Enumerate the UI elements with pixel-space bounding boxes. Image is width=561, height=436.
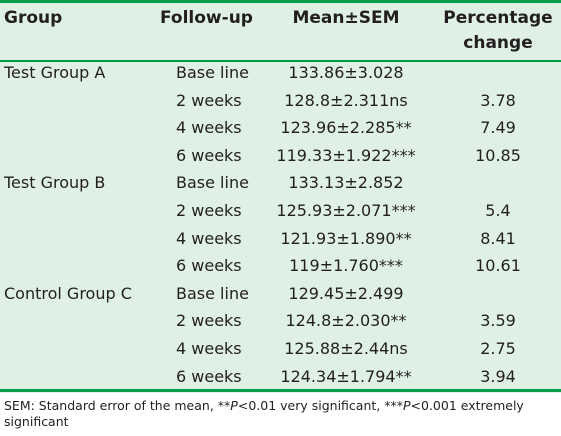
header-group: Group [4,8,63,28]
cell-mean-sem: 129.45±2.499 [288,284,404,303]
cell-follow-up: 4 weeks [176,339,242,358]
cell-mean-sem: 119.33±1.922*** [276,146,416,165]
cell-group: Test Group B [4,173,106,192]
data-table: Group Follow-up Mean±SEM Percentage chan… [0,0,561,393]
footnote-text-1: SEM: Standard error of the mean, ** [4,398,231,413]
cell-mean-sem: 121.93±1.890** [280,229,412,248]
footnote-p-1: P [230,398,238,413]
header-change: change [463,33,533,53]
cell-follow-up: 2 weeks [176,201,242,220]
header-percentage: Percentage [443,8,553,28]
cell-mean-sem: 133.13±2.852 [288,173,404,192]
table-footnote: SEM: Standard error of the mean, **P<0.0… [4,398,557,430]
cell-group: Control Group C [4,284,132,303]
footnote-p-2: P [402,398,411,413]
cell-follow-up: 4 weeks [176,229,242,248]
footnote-text-3: <0.001 extremely significant [4,398,524,429]
cell-percentage-change: 2.75 [480,339,516,358]
cell-follow-up: 4 weeks [176,118,242,137]
cell-follow-up: 6 weeks [176,256,242,275]
cell-mean-sem: 124.34±1.794** [280,367,412,386]
cell-mean-sem: 128.8±2.311ns [284,91,408,110]
cell-mean-sem: 123.96±2.285** [280,118,412,137]
cell-follow-up: Base line [176,173,249,192]
cell-follow-up: Base line [176,284,249,303]
cell-mean-sem: 125.88±2.44ns [284,339,408,358]
cell-percentage-change: 10.61 [475,256,521,275]
cell-mean-sem: 124.8±2.030** [285,311,407,330]
cell-mean-sem: 125.93±2.071*** [276,201,416,220]
cell-mean-sem: 119±1.760*** [289,256,403,275]
cell-percentage-change: 3.78 [480,91,516,110]
cell-follow-up: 6 weeks [176,146,242,165]
cell-mean-sem: 133.86±3.028 [288,63,404,82]
cell-percentage-change: 3.59 [480,311,516,330]
cell-percentage-change: 10.85 [475,146,521,165]
cell-follow-up: Base line [176,63,249,82]
cell-percentage-change: 8.41 [480,229,516,248]
header-follow-up: Follow-up [160,8,253,28]
table-top-rule [0,0,561,3]
cell-follow-up: 6 weeks [176,367,242,386]
cell-percentage-change: 5.4 [485,201,511,220]
cell-follow-up: 2 weeks [176,91,242,110]
cell-group: Test Group A [4,63,106,82]
cell-percentage-change: 3.94 [480,367,516,386]
table-bottom-rule [0,389,561,392]
cell-follow-up: 2 weeks [176,311,242,330]
table-header-rule [0,60,561,62]
footnote-text-2: <0.01 very significant, *** [237,398,403,413]
header-mean-sem: Mean±SEM [292,8,400,28]
cell-percentage-change: 7.49 [480,118,516,137]
